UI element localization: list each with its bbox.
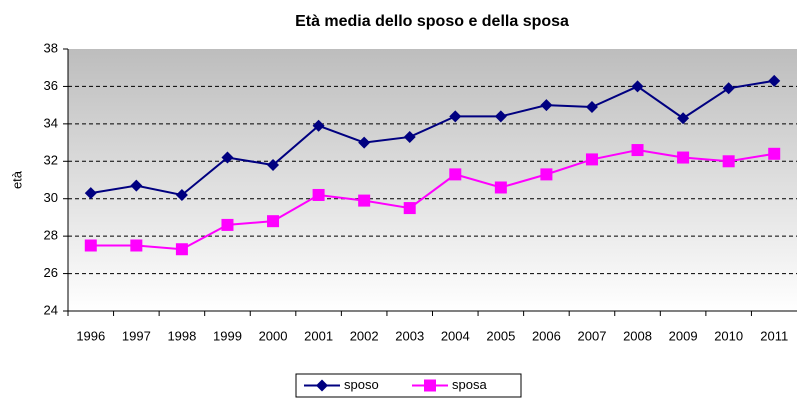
x-tick-label: 2000: [259, 328, 288, 343]
data-point: [312, 119, 325, 132]
data-point: [130, 179, 143, 192]
data-point: [677, 112, 690, 125]
series-line: [90, 79, 775, 197]
legend-marker: [316, 379, 328, 392]
data-point: [585, 101, 598, 114]
x-tick-label: 2007: [578, 328, 607, 343]
data-point: [722, 155, 735, 168]
data-point: [540, 99, 553, 112]
data-point: [267, 159, 280, 172]
y-tick-label: 32: [44, 153, 58, 168]
y-tick-label: 38: [44, 40, 58, 55]
y-tick-label: 28: [44, 228, 58, 243]
data-point: [358, 136, 371, 149]
data-point: [358, 194, 371, 207]
x-tick-label: 2003: [395, 328, 424, 343]
data-point: [585, 153, 598, 166]
y-axis-label: età: [9, 170, 24, 189]
x-tick-label: 2011: [760, 328, 788, 343]
y-tick-label: 24: [44, 302, 58, 317]
data-point: [449, 168, 462, 181]
data-point: [722, 82, 735, 95]
x-tick-label: 2009: [669, 328, 698, 343]
data-point: [175, 188, 188, 201]
chart-title: Età media dello sposo e della sposa: [295, 13, 569, 30]
data-point: [175, 243, 188, 256]
data-point: [84, 239, 97, 252]
x-tick-label: 2004: [441, 328, 470, 343]
x-tick-label: 2001: [304, 328, 333, 343]
y-tick-label: 26: [44, 265, 58, 280]
data-point: [312, 188, 325, 201]
y-tick-label: 34: [44, 115, 58, 130]
legend-label: sposo: [344, 377, 379, 392]
x-tick-label: 2005: [486, 328, 515, 343]
x-tick-label: 1999: [213, 328, 242, 343]
x-tick-label: 2008: [623, 328, 652, 343]
data-point: [221, 218, 234, 231]
data-point: [631, 144, 644, 157]
x-tick-label: 2002: [350, 328, 379, 343]
x-tick-label: 2006: [532, 328, 561, 343]
x-tick-label: 1998: [167, 328, 196, 343]
data-point: [221, 151, 234, 164]
data-point: [267, 215, 280, 228]
x-tick-label: 2010: [714, 328, 743, 343]
series-line: [90, 149, 775, 251]
data-point: [84, 187, 97, 200]
data-point: [494, 181, 507, 194]
plot-area: [68, 49, 797, 311]
x-tick-label: 1996: [76, 328, 105, 343]
data-point: [768, 74, 781, 87]
data-point: [403, 202, 416, 215]
data-point: [768, 147, 781, 160]
legend-label: sposa: [452, 377, 487, 392]
data-point: [540, 168, 553, 181]
y-tick-label: 36: [44, 78, 58, 93]
legend-marker: [424, 379, 436, 392]
y-tick-label: 30: [44, 190, 58, 205]
data-point: [631, 80, 644, 93]
x-tick-label: 1997: [122, 328, 151, 343]
data-point: [403, 130, 416, 143]
data-point: [677, 151, 690, 164]
data-point: [449, 110, 462, 123]
data-point: [494, 110, 507, 123]
legend: [295, 373, 522, 398]
data-point: [130, 239, 143, 252]
